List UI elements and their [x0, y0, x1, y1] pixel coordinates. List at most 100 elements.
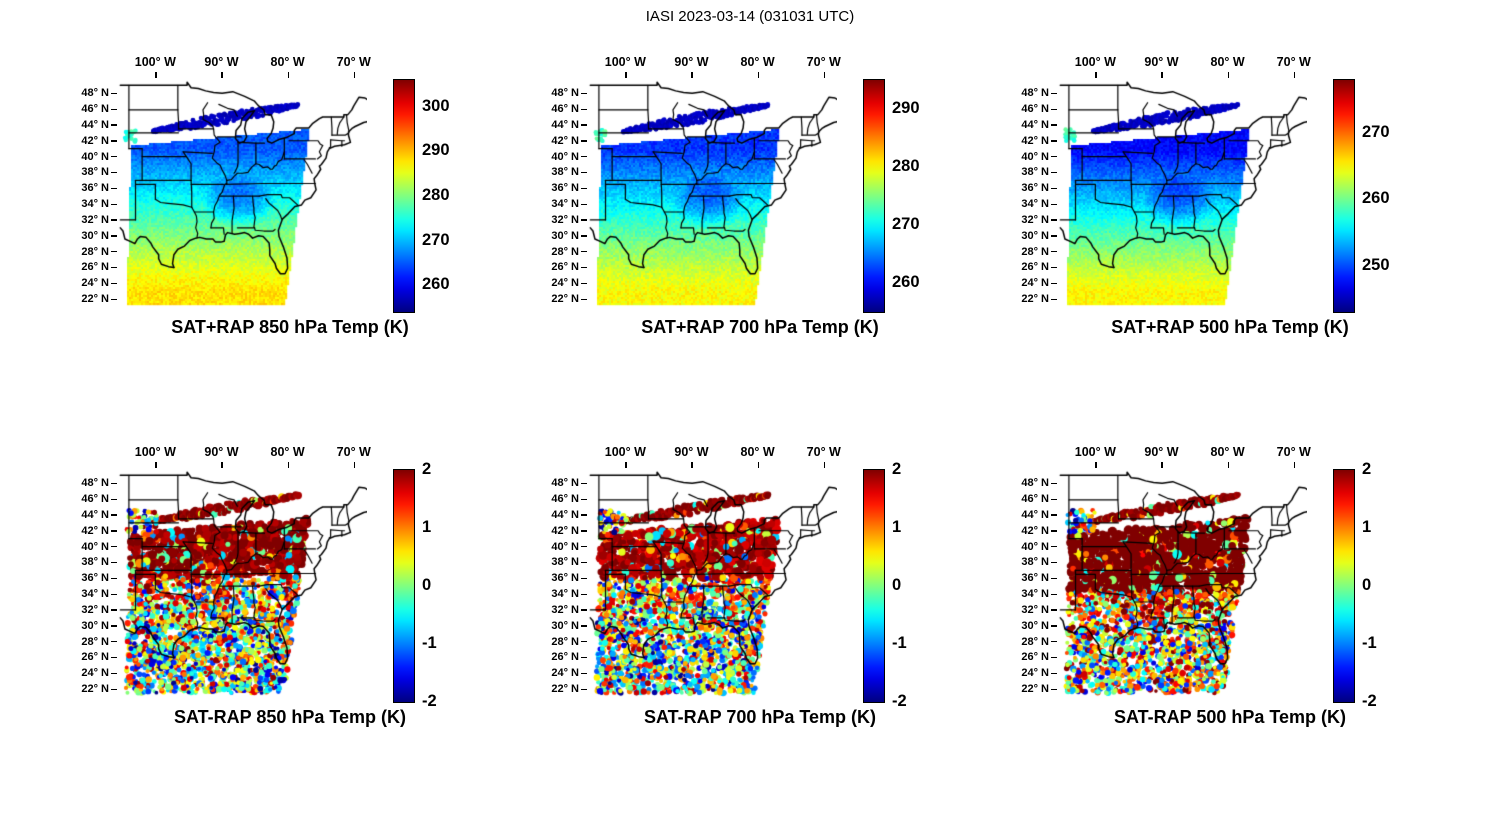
lat-tick-label: 34° N	[551, 588, 579, 601]
colorbar-tick-label: -1	[892, 634, 907, 652]
lat-tick-label: 40° N	[551, 150, 579, 163]
colorbar-tick-label: 270	[422, 230, 450, 249]
lat-tick-label: 38° N	[81, 166, 109, 179]
colorbar	[863, 79, 885, 313]
lon-tick-mark	[757, 462, 759, 468]
lat-tick-label: 34° N	[81, 588, 109, 601]
colorbar-gradient	[394, 80, 414, 312]
lat-tick-label: 36° N	[81, 572, 109, 585]
lat-tick-label: 22° N	[1021, 683, 1049, 696]
lon-tick-label: 70° W	[806, 445, 841, 459]
lat-tick-label: 48° N	[81, 87, 109, 100]
lat-tick-label: 38° N	[551, 166, 579, 179]
colorbar-tick-label: -1	[1362, 634, 1377, 652]
lat-tick-label: 30° N	[81, 229, 109, 242]
map-panel-sat_minus_rap_500: 100° W 90° W 80° W 70° W 48° N 46° N 44° N 42°…	[985, 429, 1455, 731]
lon-tick-label: 100° W	[604, 55, 646, 69]
lat-tick-label: 22° N	[551, 293, 579, 306]
lat-tick-label: 48° N	[81, 477, 109, 490]
lat-tick-label: 26° N	[1021, 651, 1049, 664]
lon-tick-mark	[691, 462, 693, 468]
lat-tick-label: 44° N	[1021, 118, 1049, 131]
colorbar-tick-label: 260	[422, 275, 450, 294]
map-canvas	[117, 79, 367, 311]
lat-tick-label: 26° N	[81, 651, 109, 664]
colorbar-tick-label: 1	[1362, 518, 1372, 536]
panel-title: SAT+RAP 700 hPa Temp (K)	[641, 317, 879, 337]
lat-tick-label: 42° N	[81, 524, 109, 537]
lon-tick-label: 70° W	[336, 55, 371, 69]
lon-tick-mark	[353, 72, 356, 78]
lon-tick-label: 90° W	[674, 445, 709, 459]
colorbar	[863, 469, 885, 703]
colorbar-tick-label: 270	[892, 215, 920, 233]
lon-tick-label: 100° W	[134, 55, 176, 69]
lat-tick-label: 48° N	[551, 87, 579, 100]
lat-tick-label: 24° N	[1021, 667, 1049, 680]
lon-tick-label: 80° W	[740, 445, 775, 459]
lat-tick-label: 26° N	[551, 261, 579, 274]
lat-tick-label: 32° N	[551, 213, 579, 226]
lat-tick-label: 30° N	[1021, 229, 1049, 242]
lat-tick-label: 24° N	[551, 277, 579, 290]
lon-tick-mark	[757, 72, 759, 78]
lat-tick-label: 24° N	[1021, 277, 1049, 290]
colorbar-tick-label: 0	[1362, 576, 1372, 594]
lon-tick-label: 80° W	[270, 55, 305, 69]
lat-tick-label: 32° N	[551, 603, 579, 616]
lon-tick-mark	[823, 462, 826, 468]
colorbar-tick-label: -1	[422, 634, 437, 652]
lat-tick-label: 44° N	[551, 118, 579, 131]
lon-tick-mark	[625, 462, 627, 468]
lat-tick-label: 42° N	[551, 524, 579, 537]
colorbar	[393, 469, 415, 703]
panel-title: SAT-RAP 700 hPa Temp (K)	[643, 707, 877, 727]
colorbar-gradient	[864, 80, 884, 312]
figure-title: IASI 2023-03-14 (031031 UTC)	[645, 8, 855, 25]
lon-tick-mark	[353, 462, 356, 468]
map-canvas	[587, 79, 837, 311]
lat-tick-label: 40° N	[81, 150, 109, 163]
lat-tick-label: 26° N	[81, 261, 109, 274]
lat-tick-label: 36° N	[1021, 572, 1049, 585]
colorbar	[1333, 469, 1355, 703]
lat-tick-label: 46° N	[551, 493, 579, 506]
colorbar-tick-label: 0	[892, 576, 902, 594]
panel-title: SAT+RAP 850 hPa Temp (K)	[171, 317, 409, 337]
lon-tick-label: 90° W	[1144, 445, 1179, 459]
colorbar-tick-label: 260	[1362, 189, 1390, 208]
lon-tick-mark	[1161, 72, 1163, 78]
lon-tick-label: 70° W	[336, 445, 371, 459]
map-panel-sat_plus_rap_500: 100° W 90° W 80° W 70° W 48° N 46° N 44° N 42°…	[985, 39, 1455, 341]
lat-tick-label: 38° N	[1021, 556, 1049, 569]
lat-tick-label: 36° N	[1021, 182, 1049, 195]
lon-tick-label: 100° W	[134, 445, 176, 459]
lat-tick-label: 46° N	[1021, 103, 1049, 116]
lon-tick-label: 80° W	[1210, 55, 1245, 69]
lat-tick-label: 24° N	[81, 277, 109, 290]
lat-tick-label: 38° N	[551, 556, 579, 569]
lat-tick-label: 42° N	[1021, 134, 1049, 147]
panel-title: SAT+RAP 500 hPa Temp (K)	[1111, 317, 1349, 337]
lat-tick-label: 44° N	[81, 118, 109, 131]
colorbar-tick-label: 1	[892, 518, 902, 536]
map-canvas	[1057, 469, 1307, 701]
lat-tick-label: 36° N	[551, 182, 579, 195]
map-panel-sat_minus_rap_850: 100° W 90° W 80° W 70° W 48° N 46° N 44° N 42°…	[45, 429, 515, 731]
lon-tick-label: 100° W	[1074, 55, 1116, 69]
colorbar-tick-label: 270	[1362, 123, 1390, 142]
lat-tick-label: 42° N	[1021, 524, 1049, 537]
colorbar	[393, 79, 415, 313]
lon-tick-label: 100° W	[604, 445, 646, 459]
lon-tick-label: 80° W	[740, 55, 775, 69]
lon-tick-mark	[221, 72, 223, 78]
lat-tick-label: 24° N	[551, 667, 579, 680]
lat-tick-label: 40° N	[551, 540, 579, 553]
lat-tick-label: 28° N	[81, 245, 109, 258]
lat-tick-label: 48° N	[551, 477, 579, 490]
lat-tick-label: 44° N	[1021, 508, 1049, 521]
lat-tick-label: 30° N	[551, 619, 579, 632]
lat-tick-label: 36° N	[551, 572, 579, 585]
lat-tick-label: 32° N	[81, 603, 109, 616]
lat-tick-label: 22° N	[551, 683, 579, 696]
